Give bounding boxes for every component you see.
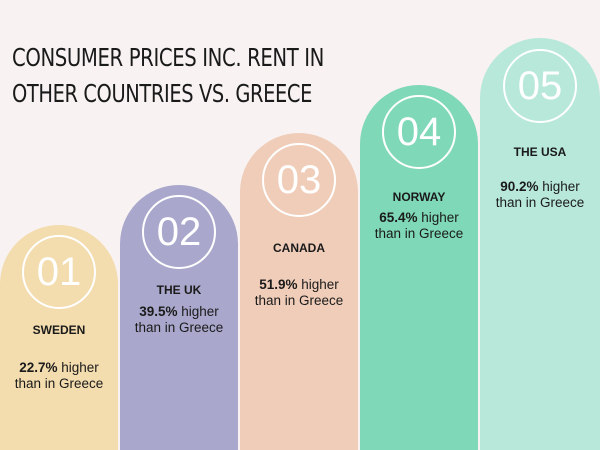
description-line: than in Greece bbox=[255, 293, 344, 308]
description-line: 22.7% higher bbox=[19, 360, 99, 375]
column bbox=[480, 38, 600, 450]
title-line: OTHER COUNTRIES VS. GREECE bbox=[12, 79, 312, 108]
column bbox=[240, 133, 358, 450]
percent-value: 39.5% bbox=[139, 304, 177, 319]
description-line: than in Greece bbox=[375, 226, 464, 241]
description-text: higher bbox=[181, 304, 219, 319]
description-text: higher bbox=[61, 360, 99, 375]
number-ring bbox=[503, 49, 577, 123]
description-line: 65.4% higher bbox=[379, 210, 459, 225]
description-text: higher bbox=[421, 210, 459, 225]
number-ring bbox=[262, 143, 336, 217]
country-label: THE USA bbox=[514, 145, 567, 159]
description-line: 39.5% higher bbox=[139, 304, 219, 319]
title-line: CONSUMER PRICES INC. RENT IN bbox=[12, 43, 324, 72]
country-label: NORWAY bbox=[393, 190, 446, 204]
percent-value: 90.2% bbox=[500, 179, 538, 194]
step-number: 03 bbox=[277, 158, 322, 202]
description-line: 90.2% higher bbox=[500, 179, 580, 194]
description-line: than in Greece bbox=[135, 320, 224, 335]
description-line: 51.9% higher bbox=[259, 277, 339, 292]
percent-value: 22.7% bbox=[19, 360, 57, 375]
step-number: 05 bbox=[518, 64, 563, 108]
step-number: 02 bbox=[157, 210, 202, 254]
description-line: than in Greece bbox=[496, 195, 585, 210]
percent-value: 65.4% bbox=[379, 210, 417, 225]
country-label: CANADA bbox=[273, 241, 325, 255]
number-ring bbox=[382, 95, 456, 169]
column bbox=[0, 225, 118, 450]
description-line: than in Greece bbox=[15, 376, 104, 391]
column bbox=[360, 85, 478, 450]
step-number: 01 bbox=[37, 250, 82, 294]
number-ring bbox=[142, 195, 216, 269]
description-text: higher bbox=[542, 179, 580, 194]
number-ring bbox=[22, 235, 96, 309]
country-label: SWEDEN bbox=[33, 323, 86, 337]
percent-value: 51.9% bbox=[259, 277, 297, 292]
description-text: higher bbox=[301, 277, 339, 292]
step-number: 04 bbox=[397, 110, 442, 154]
country-label: THE UK bbox=[157, 283, 202, 297]
